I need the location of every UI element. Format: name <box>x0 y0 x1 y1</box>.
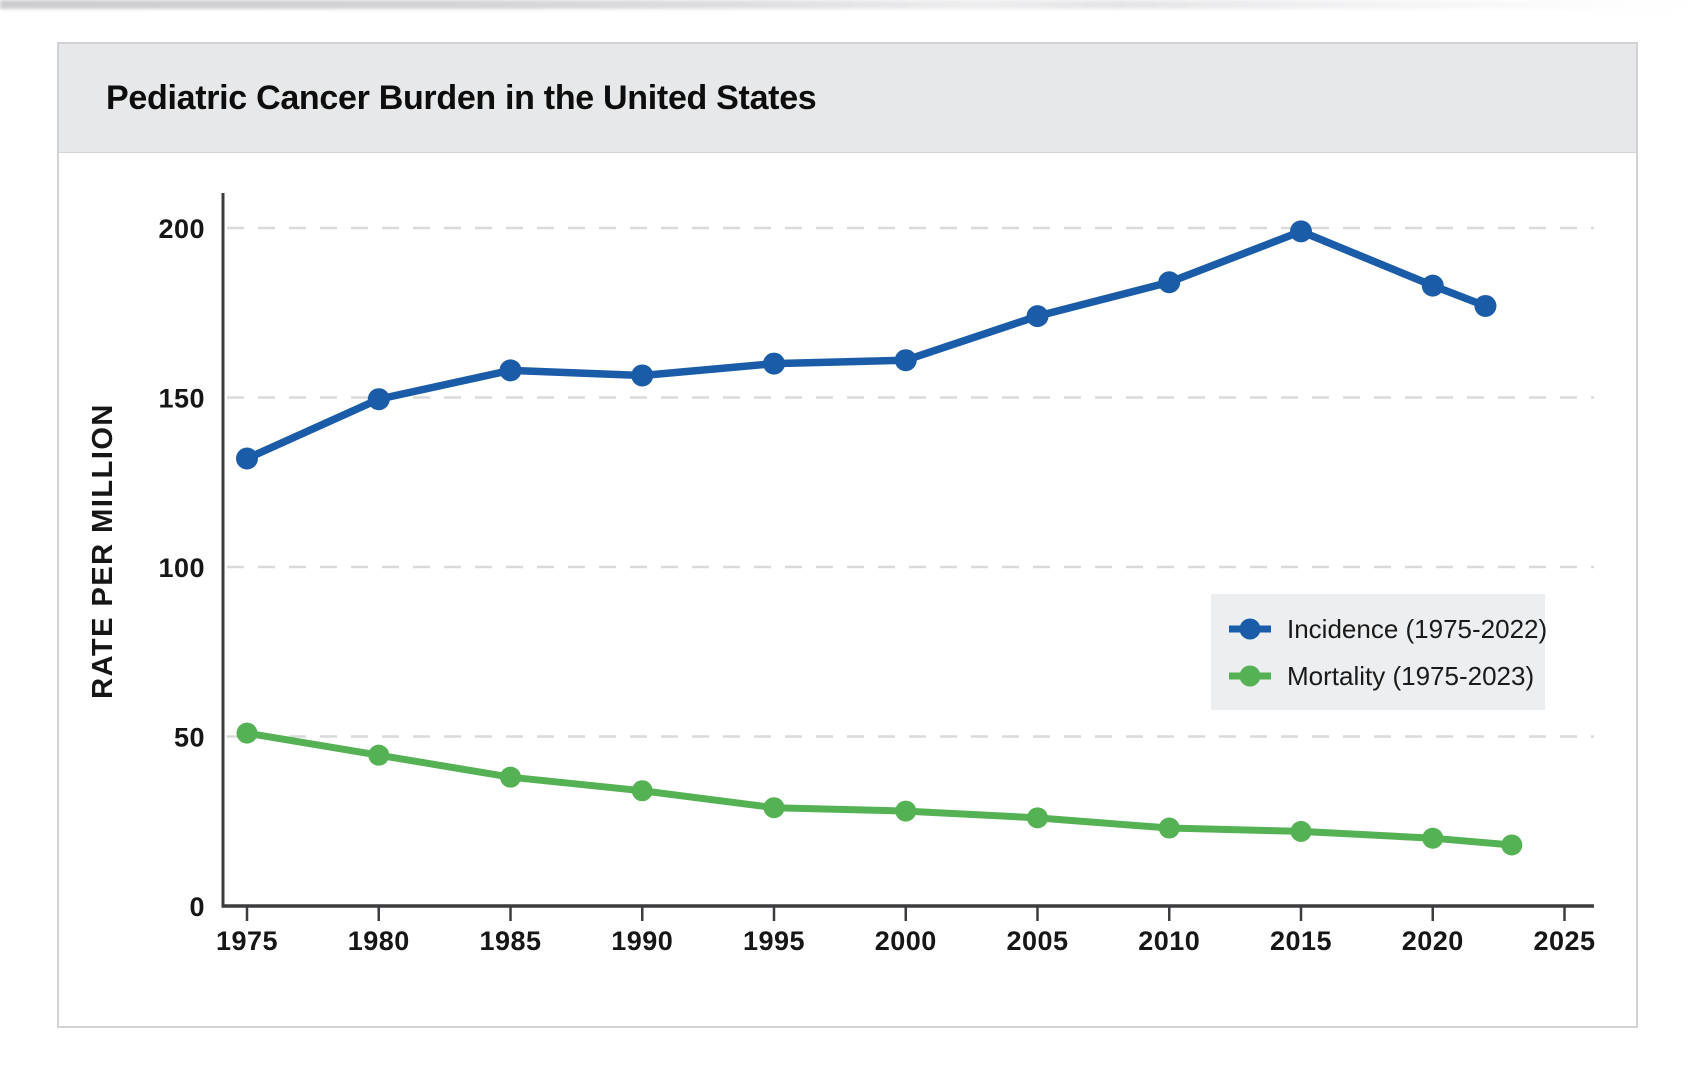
y-axis-title: RATE PER MILLION <box>87 403 119 699</box>
y-tick-label-50: 50 <box>174 723 205 753</box>
legend-label-mortality: Mortality (1975-2023) <box>1287 661 1534 691</box>
y-tick-label-150: 150 <box>158 384 205 414</box>
series-incidence <box>236 220 1497 470</box>
y-tick-label-0: 0 <box>189 892 205 922</box>
data-point-mortality-1980[interactable] <box>368 744 390 766</box>
data-point-incidence-1985[interactable] <box>499 359 522 382</box>
data-point-incidence-2022[interactable] <box>1474 294 1497 317</box>
data-point-mortality-1975[interactable] <box>236 722 258 744</box>
data-point-mortality-2010[interactable] <box>1158 817 1180 839</box>
x-tick-label-2005: 2005 <box>1006 926 1068 956</box>
legend-entry-incidence[interactable]: Incidence (1975-2022) <box>1229 614 1547 644</box>
data-point-incidence-1990[interactable] <box>631 364 654 387</box>
chart-card: Pediatric Cancer Burden in the United St… <box>57 42 1638 1028</box>
data-point-mortality-1995[interactable] <box>763 797 785 819</box>
data-point-mortality-1990[interactable] <box>631 780 653 802</box>
x-tick-label-2015: 2015 <box>1270 926 1332 956</box>
series-line-incidence <box>243 227 1490 463</box>
x-tick-label-1985: 1985 <box>479 926 541 956</box>
chart-area: 0 50 100 150 200 1975 1980 1985 1990 1995 2000 2005… <box>59 153 1636 1026</box>
data-point-mortality-2023[interactable] <box>1501 834 1523 856</box>
y-tick-label-100: 100 <box>158 553 205 583</box>
legend-swatch-marker-incidence <box>1239 618 1261 640</box>
data-point-mortality-2015[interactable] <box>1290 820 1312 842</box>
data-point-incidence-2020[interactable] <box>1421 274 1444 297</box>
data-point-incidence-2005[interactable] <box>1026 305 1049 328</box>
series-line-mortality <box>243 729 1516 849</box>
series-mortality <box>236 722 1523 856</box>
x-tick-label-2010: 2010 <box>1138 926 1200 956</box>
x-tick-label-1975: 1975 <box>216 926 278 956</box>
x-tick-label-1990: 1990 <box>611 926 673 956</box>
data-point-mortality-2020[interactable] <box>1422 827 1444 849</box>
data-point-mortality-1985[interactable] <box>500 766 521 788</box>
data-point-incidence-1975[interactable] <box>236 447 258 470</box>
data-point-incidence-2015[interactable] <box>1290 220 1312 243</box>
line-chart: 0 50 100 150 200 1975 1980 1985 1990 1995 2000 2005… <box>87 193 1595 956</box>
x-tick-label-2025: 2025 <box>1533 926 1595 956</box>
x-tick-label-1995: 1995 <box>743 926 805 956</box>
x-tick-label-2000: 2000 <box>875 926 937 956</box>
data-point-incidence-2010[interactable] <box>1158 271 1181 294</box>
x-tick-label-1980: 1980 <box>348 926 410 956</box>
legend-entry-mortality[interactable]: Mortality (1975-2023) <box>1229 661 1534 691</box>
data-point-mortality-2005[interactable] <box>1027 807 1048 829</box>
legend-swatch-marker-mortality <box>1239 665 1261 687</box>
data-point-incidence-1980[interactable] <box>367 388 390 411</box>
data-point-incidence-1995[interactable] <box>763 352 785 375</box>
legend-label-incidence: Incidence (1975-2022) <box>1287 614 1547 644</box>
window-top-edge-artifact <box>0 0 1692 9</box>
y-tick-label-200: 200 <box>158 214 205 244</box>
chart-title: Pediatric Cancer Burden in the United St… <box>106 78 817 117</box>
data-point-mortality-2000[interactable] <box>895 800 917 822</box>
legend: Incidence (1975-2022) Mortality (1975-202… <box>1211 594 1547 710</box>
legend-box <box>1211 594 1545 710</box>
chart-header: Pediatric Cancer Burden in the United St… <box>59 44 1636 153</box>
data-point-incidence-2000[interactable] <box>894 349 917 372</box>
x-tick-label-2020: 2020 <box>1402 926 1464 956</box>
